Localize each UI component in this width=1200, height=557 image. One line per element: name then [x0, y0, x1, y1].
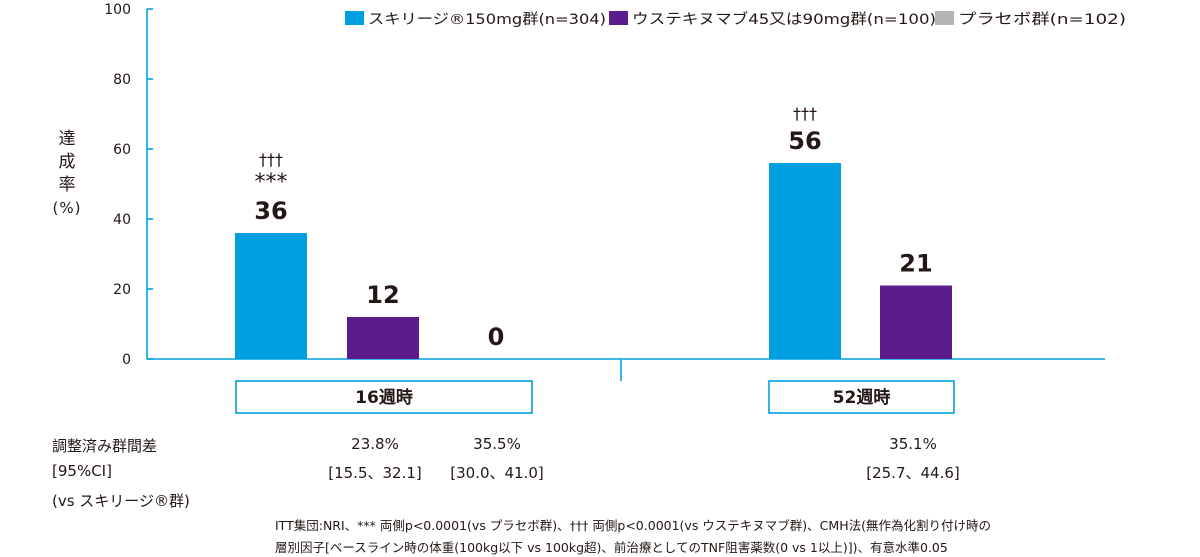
diff-label-line: 調整済み群間差: [52, 437, 158, 455]
significance-mark: †††: [259, 150, 283, 169]
data-label: 21: [899, 250, 932, 278]
category-label: 52週時: [833, 387, 891, 408]
footnote-line: ITT集団:NRI、*** 両側p<0.0001(vs プラセボ群)、††† 両…: [275, 518, 991, 533]
y-tick-label: 0: [122, 352, 131, 368]
y-tick-label: 80: [113, 72, 131, 88]
category-box: [235, 380, 533, 414]
bar: [769, 163, 841, 359]
legend-label: プラセボ群(n=102): [958, 11, 1126, 28]
legend-label: スキリージ®150mg群(n=304): [368, 11, 606, 28]
y-axis-unit: (%): [52, 199, 82, 217]
y-axis-label: 達 成 率 (%): [52, 128, 82, 220]
data-label: 56: [788, 127, 821, 155]
footnote-line: 層別因子[ベースライン時の体重(100kg以下 vs 100kg超)、前治療とし…: [275, 540, 948, 555]
significance-mark: †††: [793, 104, 817, 123]
bar: [347, 317, 419, 359]
y-axis-label-char: 達: [58, 129, 76, 149]
y-tick-label: 20: [113, 282, 131, 298]
category-labels: 16週時 52週時: [235, 380, 955, 414]
legend: スキリージ®150mg群(n=304) ウステキヌマブ45又は90mg群(n=10…: [345, 10, 1126, 28]
diff-value-pct: 35.5%: [473, 435, 521, 453]
diff-value-pct: 35.1%: [889, 435, 937, 453]
bar-marks: [235, 163, 952, 359]
y-axis-label-char: 率: [58, 175, 76, 195]
legend-label: ウステキヌマブ45又は90mg群(n=100): [632, 10, 936, 28]
y-tick-label: 100: [104, 2, 131, 18]
category-label: 16週時: [355, 387, 413, 408]
legend-swatch: [345, 11, 364, 25]
diff-value-ci: [15.5、32.1]: [328, 464, 422, 482]
diff-value-ci: [30.0、41.0]: [450, 464, 544, 482]
data-label: 0: [488, 323, 505, 351]
diff-value-pct: 23.8%: [351, 435, 399, 453]
y-tick-label: 40: [113, 212, 131, 228]
bar: [880, 285, 952, 359]
y-tick-label: 60: [113, 142, 131, 158]
category-box: [768, 380, 955, 414]
y-axis-label-char: 成: [58, 152, 76, 172]
diff-label-line: (vs スキリージ®群): [52, 492, 190, 510]
legend-swatch: [935, 11, 954, 25]
diff-value-ci: [25.7、44.6]: [866, 464, 960, 482]
legend-swatch: [609, 11, 628, 25]
data-label: 36: [254, 197, 287, 225]
data-label: 12: [366, 281, 399, 309]
diff-label-line: [95%CI]: [52, 462, 112, 480]
significance-mark: ***: [255, 170, 288, 195]
bar: [235, 233, 307, 359]
